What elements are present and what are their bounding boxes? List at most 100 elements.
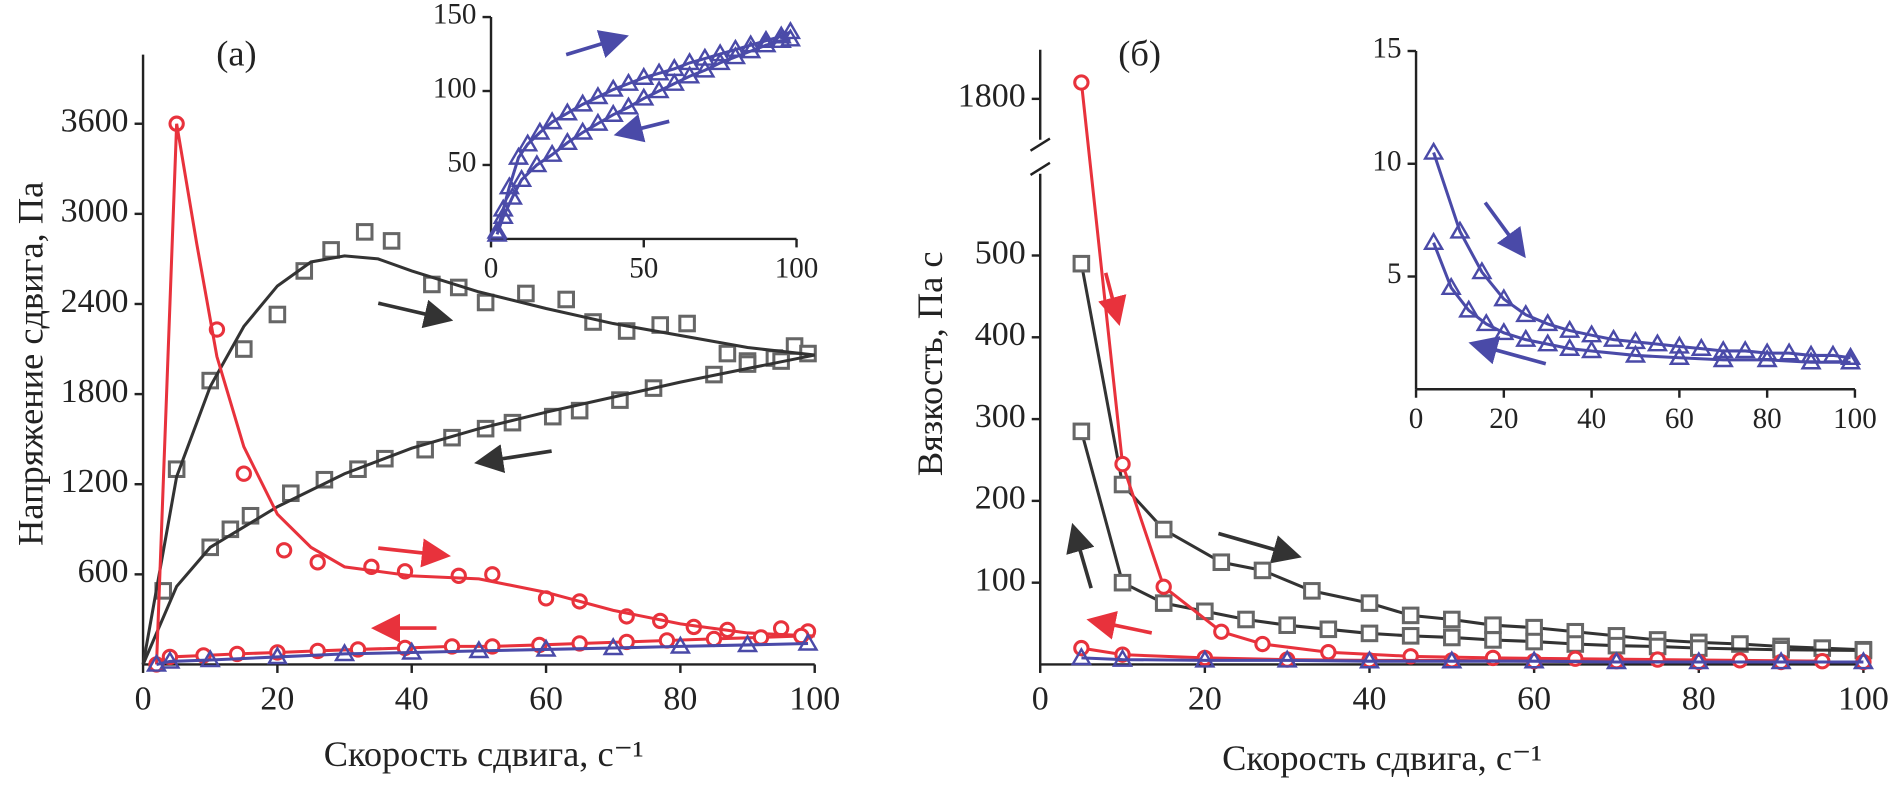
data-point	[1690, 337, 1712, 356]
data-point	[1778, 342, 1800, 361]
data-point	[602, 637, 624, 656]
data-point	[1668, 335, 1690, 354]
data-point	[1581, 340, 1603, 359]
x-tick-label: 0	[1032, 681, 1049, 718]
data-point	[1624, 344, 1647, 363]
y-tick-label: 15	[1372, 33, 1401, 65]
x-tick-label: 100	[789, 681, 840, 718]
x-tick-label: 80	[663, 681, 697, 718]
data-point	[1688, 651, 1710, 670]
y-tick-label: 300	[975, 398, 1026, 435]
y-axis-label: Напряжение сдвига, Па	[10, 182, 50, 546]
data-point	[617, 72, 640, 91]
data-point	[1360, 594, 1379, 612]
data-point	[1276, 649, 1298, 668]
data-point	[1649, 651, 1666, 668]
data-point	[694, 47, 716, 66]
y-tick-label: 5	[1387, 258, 1402, 290]
axis-break	[1029, 137, 1051, 152]
data-point	[1515, 328, 1537, 347]
data-point	[526, 154, 548, 173]
y-tick-label: 2400	[61, 283, 129, 320]
data-point	[145, 653, 168, 672]
data-point	[235, 340, 253, 358]
data-point	[1358, 650, 1381, 669]
data-point	[476, 293, 495, 312]
data-point	[1471, 261, 1493, 280]
series-line	[141, 353, 816, 666]
data-point	[199, 649, 221, 668]
data-point	[1731, 652, 1749, 669]
data-point	[602, 78, 624, 97]
x-tick-label: 0	[135, 681, 152, 718]
data-point	[468, 640, 490, 659]
data-point	[633, 87, 655, 106]
data-point	[724, 46, 747, 65]
data-point	[492, 205, 514, 225]
data-point	[678, 314, 696, 333]
data-point	[507, 146, 530, 165]
x-tick-label: 100	[1833, 403, 1877, 435]
data-point	[1770, 651, 1792, 670]
data-point	[718, 344, 737, 363]
data-point	[602, 103, 624, 122]
data-point	[1237, 610, 1255, 629]
data-point	[736, 634, 759, 653]
x-tick-label: 80	[1753, 403, 1782, 435]
data-point	[770, 25, 792, 44]
data-point	[1443, 628, 1461, 647]
series-line	[155, 123, 815, 665]
data-point	[648, 80, 670, 99]
data-point	[556, 131, 578, 151]
y-tick-label: 50	[447, 147, 476, 179]
data-point	[1320, 644, 1337, 661]
series-line	[495, 30, 792, 232]
data-point	[1566, 635, 1585, 653]
data-point	[669, 635, 691, 654]
data-point	[333, 643, 356, 662]
data-point	[633, 66, 655, 85]
data-point	[1567, 650, 1584, 667]
data-point	[709, 52, 731, 71]
arrows	[370, 30, 1547, 643]
data-point	[266, 646, 288, 665]
data-point	[797, 632, 819, 651]
data-point	[1319, 620, 1338, 639]
data-point	[709, 43, 731, 62]
data-point	[694, 59, 716, 78]
y-axis-label: Вязкость, Па с	[910, 251, 950, 476]
x-tick-label: 100	[1838, 681, 1889, 718]
data-point	[235, 465, 252, 482]
data-point	[1254, 635, 1271, 653]
data-point	[1537, 333, 1559, 352]
data-point	[1111, 648, 1134, 667]
data-point	[1423, 231, 1445, 250]
x-tick-label: 100	[775, 253, 819, 285]
x-tick-label: 50	[629, 253, 658, 285]
data-point	[486, 223, 508, 242]
data-point	[541, 143, 563, 162]
data-point	[587, 86, 609, 105]
y-tick-label: 3600	[61, 103, 129, 140]
y-tick-label: 500	[975, 234, 1026, 271]
data-point	[1646, 333, 1669, 352]
data-point	[1712, 349, 1734, 368]
data-point	[159, 650, 181, 669]
x-tick-label: 40	[395, 681, 429, 718]
series-line	[156, 641, 809, 666]
data-point	[572, 93, 594, 112]
data-point	[322, 241, 340, 259]
data-point	[1401, 627, 1420, 645]
data-point	[1525, 632, 1543, 651]
y-tick-label: 400	[975, 316, 1026, 353]
data-point	[1800, 351, 1822, 370]
data-point	[1475, 312, 1497, 332]
data-point	[1559, 319, 1581, 338]
y-tick-label: 600	[78, 553, 129, 590]
data-point	[443, 638, 461, 655]
data-point	[1194, 649, 1216, 668]
data-point	[1154, 594, 1173, 612]
data-point	[1070, 647, 1092, 666]
x-tick-label: 80	[1682, 681, 1716, 718]
data-point	[556, 102, 578, 121]
